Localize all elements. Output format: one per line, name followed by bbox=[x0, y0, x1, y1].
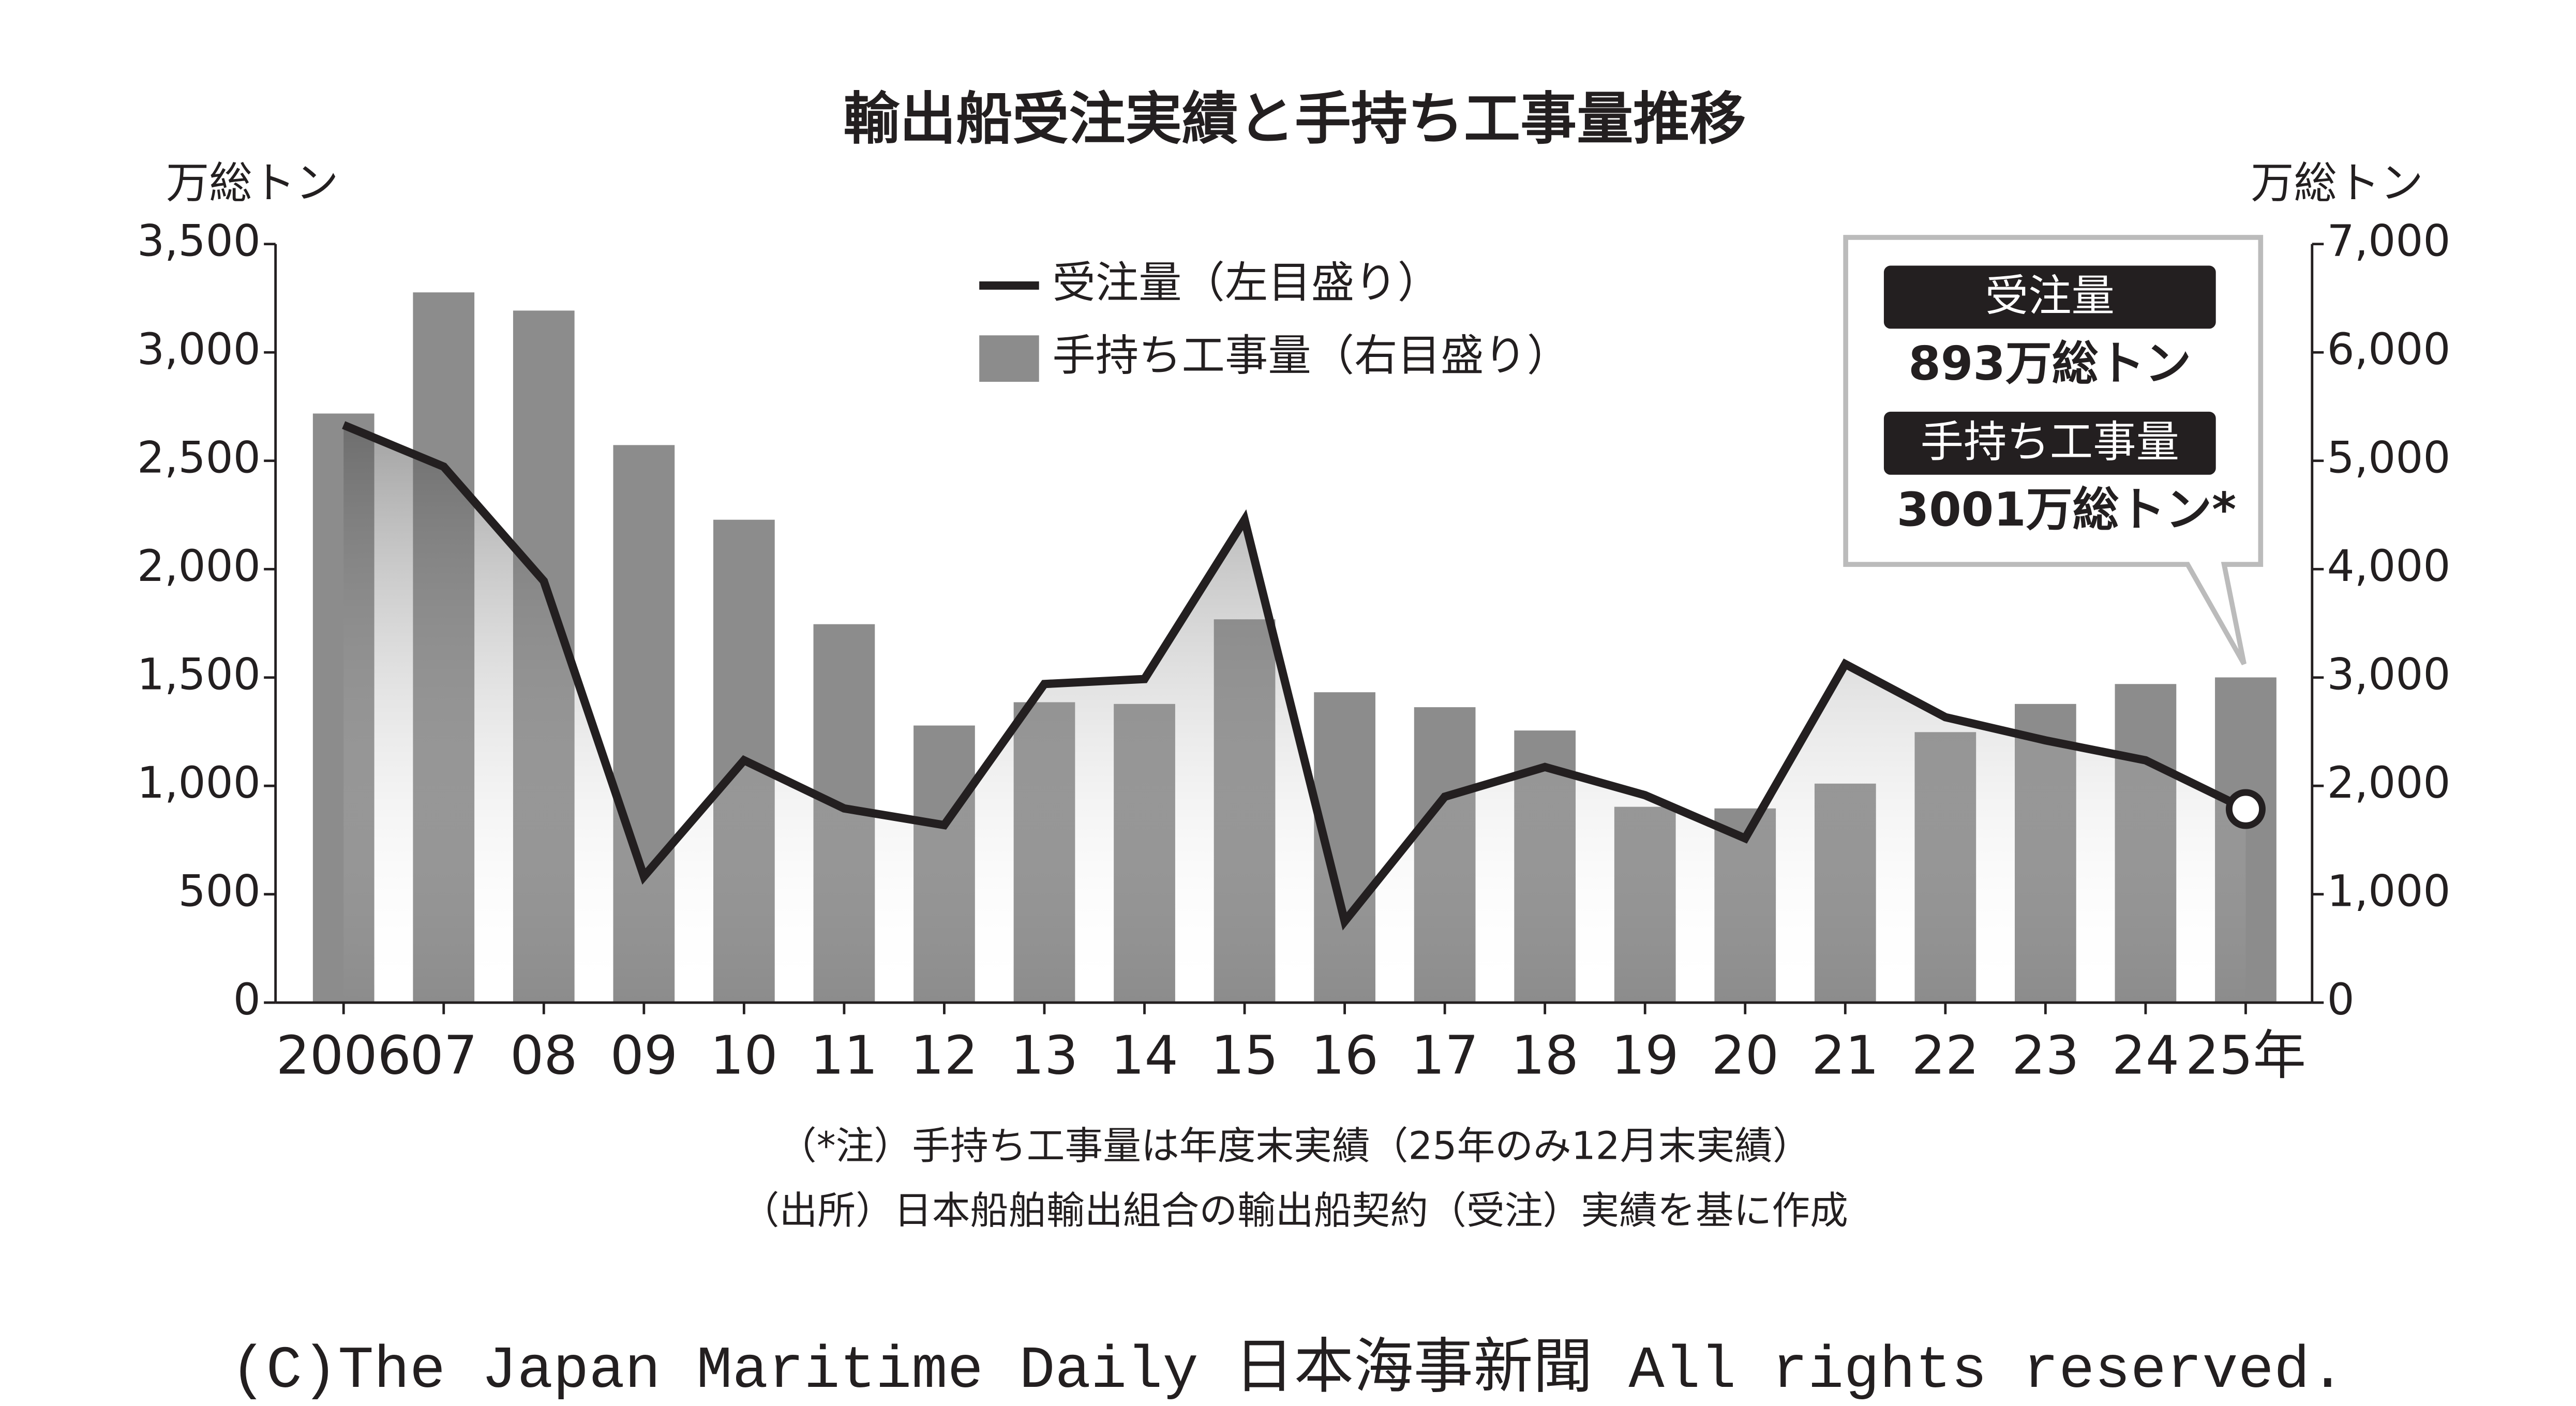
note: （出所）日本船舶輸出組合の輸出船契約（受注）実績を基に作成 bbox=[741, 1189, 1848, 1233]
note: （*注）手持ち工事量は年度末実績（25年のみ12月末実績） bbox=[778, 1124, 1811, 1169]
x-tick-label: 16 bbox=[1311, 1025, 1379, 1087]
x-tick-label: 10 bbox=[710, 1025, 778, 1087]
y2-tick-label: 2,000 bbox=[2327, 758, 2451, 808]
x-tick-label: 20 bbox=[1711, 1025, 1779, 1087]
area bbox=[343, 425, 2246, 1003]
callout-text: 3001万総トン* bbox=[1897, 483, 2236, 537]
x-tick-label: 2006 bbox=[276, 1025, 411, 1087]
callout-label: 受注量 bbox=[1985, 271, 2115, 321]
callout-text: 893万総トン bbox=[1908, 337, 2191, 391]
x-tick-label: 23 bbox=[2012, 1025, 2079, 1087]
x-tick-label: 15 bbox=[1211, 1025, 1279, 1087]
x-tick-label: 17 bbox=[1411, 1025, 1479, 1087]
y-tick-label: 2,500 bbox=[137, 433, 261, 483]
x-tick-label: 07 bbox=[410, 1025, 477, 1087]
x-tick-label: 21 bbox=[1811, 1025, 1879, 1087]
y2-tick-label: 7,000 bbox=[2327, 216, 2451, 266]
copyright: (C)The Japan Maritime Daily 日本海事新聞 All r… bbox=[230, 1336, 2345, 1405]
y2-tick-label: 0 bbox=[2327, 975, 2355, 1025]
chart-title: 輸出船受注実績と手持ち工事量推移 bbox=[843, 86, 1746, 152]
x-tick-label: 11 bbox=[811, 1025, 878, 1087]
x-tick-label: 09 bbox=[610, 1025, 678, 1087]
y-tick-label: 1,500 bbox=[137, 650, 261, 700]
x-tick-label: 19 bbox=[1611, 1025, 1679, 1087]
y-axis-label: 万総トン bbox=[166, 158, 339, 208]
x-tick-label: 22 bbox=[1912, 1025, 1980, 1087]
y2-tick-label: 4,000 bbox=[2327, 541, 2451, 591]
y2-tick-label: 6,000 bbox=[2327, 324, 2451, 375]
legend-label: 手持ち工事量（右目盛り） bbox=[1052, 331, 1570, 381]
x-tick-label: 12 bbox=[910, 1025, 978, 1087]
callout-tag bbox=[1883, 265, 2216, 329]
legend-swatch bbox=[979, 335, 1039, 382]
y-tick-label: 3,000 bbox=[137, 324, 261, 375]
x-tick-label: 13 bbox=[1011, 1025, 1079, 1087]
callout-tag bbox=[1883, 411, 2216, 475]
y2-axis-label: 万総トン bbox=[2251, 158, 2423, 208]
y-tick-label: 1,000 bbox=[137, 758, 261, 808]
x-tick-label: 18 bbox=[1511, 1025, 1579, 1087]
y-tick-label: 500 bbox=[178, 866, 261, 917]
line bbox=[342, 421, 2248, 931]
x-tick-label: 08 bbox=[510, 1025, 578, 1087]
x-tick-label: 25年 bbox=[2185, 1025, 2306, 1087]
y2-tick-label: 5,000 bbox=[2327, 433, 2451, 483]
legend-label: 受注量（左目盛り） bbox=[1052, 258, 1441, 308]
callout-label: 手持ち工事量 bbox=[1921, 417, 2179, 467]
y2-tick-label: 3,000 bbox=[2327, 650, 2451, 700]
end-marker bbox=[2225, 789, 2266, 829]
x-tick-label: 14 bbox=[1111, 1025, 1178, 1087]
x-tick-label: 24 bbox=[2112, 1025, 2180, 1087]
y2-tick-label: 1,000 bbox=[2327, 866, 2451, 917]
y-tick-label: 3,500 bbox=[137, 216, 261, 266]
y-tick-label: 2,000 bbox=[137, 541, 261, 591]
y-tick-label: 0 bbox=[233, 975, 261, 1025]
